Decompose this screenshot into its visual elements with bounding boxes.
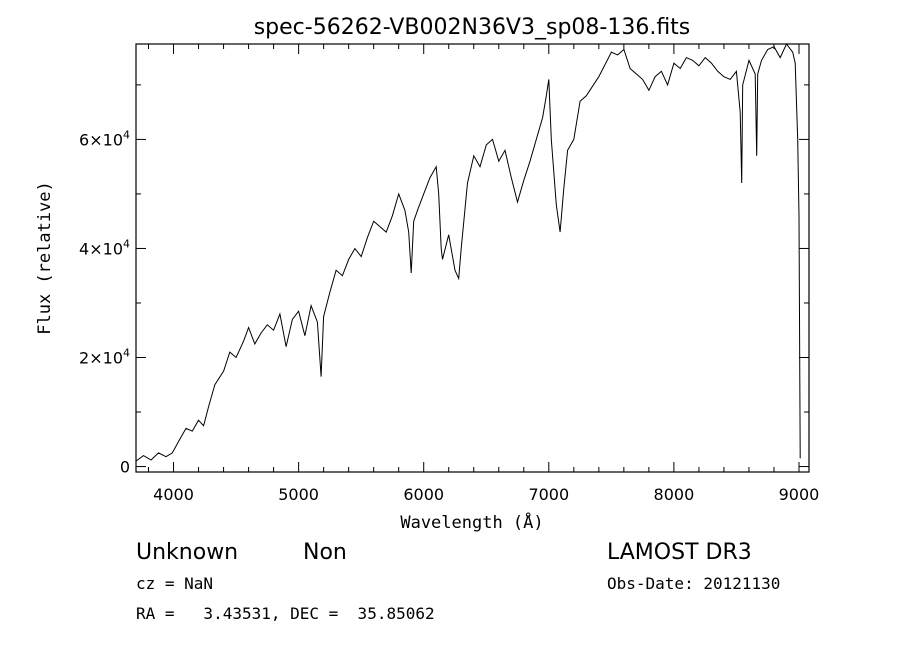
- chart-title: spec-56262-VB002N36V3_sp08-136.fits: [254, 15, 691, 40]
- y-tick-mantissa: 0: [120, 458, 130, 477]
- y-tick-exponent: 4: [123, 128, 130, 141]
- y-tick-mantissa: 4×10: [79, 239, 123, 258]
- x-tick-label: 6000: [403, 485, 444, 504]
- plot-frame: [135, 43, 810, 473]
- x-tick-label: 7000: [528, 485, 569, 504]
- x-tick-label: 8000: [654, 485, 695, 504]
- y-tick-mantissa: 2×10: [79, 349, 123, 368]
- x-tick-label: 5000: [278, 485, 319, 504]
- y-tick-label: 4×104: [79, 237, 130, 258]
- y-tick-exponent: 4: [123, 237, 130, 250]
- object-subclass: Non: [303, 540, 347, 565]
- redshift-text: cz = NaN: [136, 574, 213, 593]
- observation-date: Obs-Date: 20121130: [607, 574, 780, 593]
- y-tick-label: 2×104: [79, 347, 130, 368]
- survey-name: LAMOST DR3: [607, 540, 752, 565]
- y-axis-label: Flux (relative): [35, 181, 55, 335]
- y-tick-exponent: 4: [123, 347, 130, 360]
- object-class: Unknown: [136, 540, 238, 565]
- x-axis: 4000 5000 6000 7000 8000 9000: [148, 44, 820, 504]
- x-tick-label: 9000: [779, 485, 820, 504]
- flux-series-line: [135, 43, 801, 462]
- x-tick-label: 4000: [153, 485, 194, 504]
- coordinates-text: RA = 3.43531, DEC = 35.85062: [136, 604, 435, 623]
- x-axis-label: Wavelength (Å): [400, 511, 543, 533]
- y-tick-label: 0: [120, 458, 130, 477]
- y-tick-mantissa: 6×10: [79, 130, 123, 149]
- y-tick-label: 6×104: [79, 128, 130, 149]
